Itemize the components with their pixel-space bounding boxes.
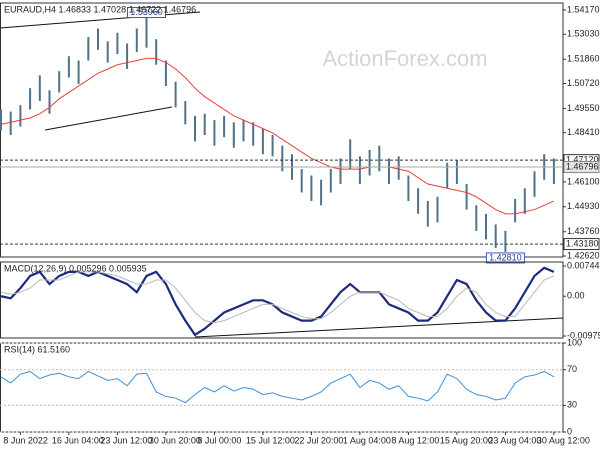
x-tick-label: 23 Aug 04:00 (488, 435, 541, 445)
y-tick-label: 30 (567, 400, 577, 410)
y-tick-label: 1.53030 (567, 29, 600, 39)
x-tick-label: 8 Aug 12:00 (391, 435, 439, 445)
y-tick-label: -0.009794 (567, 330, 600, 340)
level-box (563, 238, 600, 251)
y-tick-label: 1.48410 (567, 127, 600, 137)
panel-title: EURAUD,H4 1.46833 1.47028 1.46722 1.4679… (4, 4, 196, 14)
trendline (44, 106, 173, 131)
x-tick-label: 15 Jul 12:00 (246, 435, 295, 445)
panel-title: MACD(12,26,9) 0.005296 0.005935 (4, 263, 147, 273)
y-tick-label: 1.44930 (567, 201, 600, 211)
y-tick-label: 1.49550 (567, 103, 600, 113)
y-tick-label: 1.42620 (567, 250, 600, 260)
x-tick-label: 15 Aug 20:00 (440, 435, 493, 445)
x-tick-label: 1 Aug 04:00 (343, 435, 391, 445)
y-tick-label: 0.00 (567, 291, 585, 301)
x-tick-label: 23 Jun 12:00 (100, 435, 152, 445)
x-tick-label: 8 Jun 2022 (3, 435, 48, 445)
y-tick-label: 70 (567, 364, 577, 374)
watermark: ActionForex.com (322, 46, 487, 71)
indicator-line (0, 370, 555, 404)
indicator-line (0, 271, 555, 324)
moving-average (0, 57, 555, 215)
y-tick-label: 100 (567, 337, 582, 347)
y-tick-label: 1.51860 (567, 54, 600, 64)
x-tick-label: 22 Jul 20:00 (294, 435, 343, 445)
level-label: 1.43180 (566, 238, 599, 248)
panel-frame (0, 261, 564, 339)
x-tick-label: 16 Jun 04:00 (52, 435, 104, 445)
y-tick-label: 0 (567, 426, 572, 436)
level-label: 1.47120 (566, 155, 599, 165)
last-price-box (563, 161, 600, 174)
annotation-box (485, 252, 525, 264)
annotation-box (127, 6, 166, 18)
x-tick-label: 8 Jul 00:00 (197, 435, 241, 445)
trendline (0, 11, 201, 29)
annotation-label: 1.42810 (489, 252, 522, 262)
x-tick-label: 30 Aug 12:00 (537, 435, 590, 445)
y-tick-label: 1.46100 (567, 176, 600, 186)
y-tick-label: 1.54170 (567, 4, 600, 14)
indicator-line (0, 266, 555, 337)
y-tick-label: 0.007441 (567, 260, 600, 270)
last-price-label: 1.46796 (566, 161, 599, 171)
y-tick-label: 1.43760 (567, 226, 600, 236)
y-tick-label: 1.50720 (567, 78, 600, 88)
x-tick-label: 30 Jun 20:00 (149, 435, 201, 445)
panel-title: RSI(14) 61.5160 (4, 344, 70, 354)
annotation-label: 1.53960 (130, 7, 163, 17)
